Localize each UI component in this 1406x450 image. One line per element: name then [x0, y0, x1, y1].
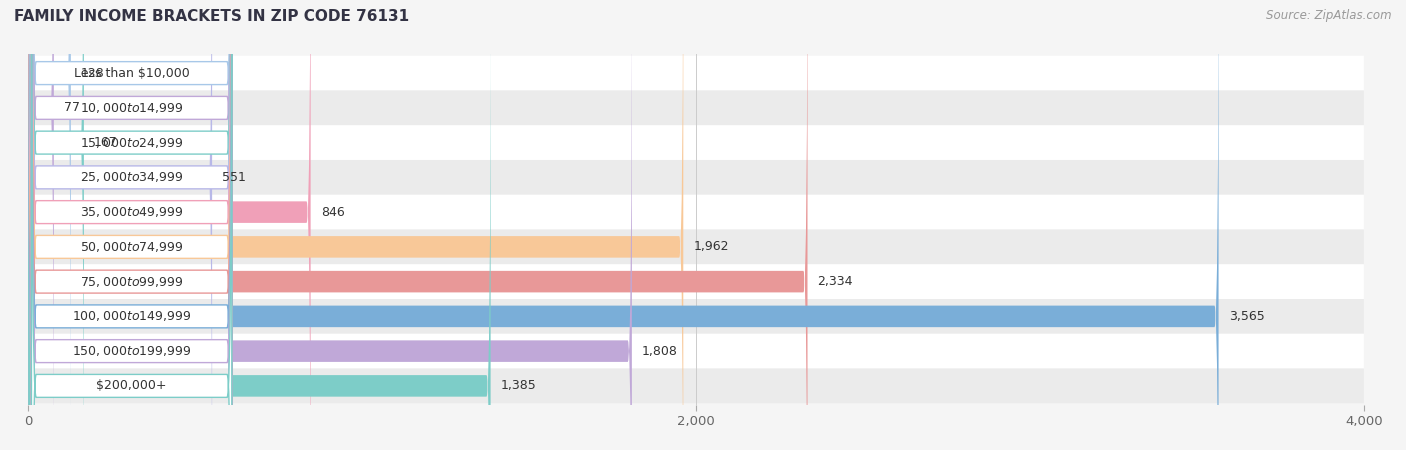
Text: 1,808: 1,808 [643, 345, 678, 358]
FancyBboxPatch shape [28, 0, 631, 450]
FancyBboxPatch shape [31, 0, 232, 450]
FancyBboxPatch shape [31, 0, 232, 450]
Text: 3,565: 3,565 [1229, 310, 1264, 323]
FancyBboxPatch shape [28, 0, 491, 450]
Text: FAMILY INCOME BRACKETS IN ZIP CODE 76131: FAMILY INCOME BRACKETS IN ZIP CODE 76131 [14, 9, 409, 24]
Text: Source: ZipAtlas.com: Source: ZipAtlas.com [1267, 9, 1392, 22]
Text: 167: 167 [94, 136, 118, 149]
FancyBboxPatch shape [28, 160, 1364, 195]
Text: Less than $10,000: Less than $10,000 [73, 67, 190, 80]
Text: 128: 128 [82, 67, 104, 80]
FancyBboxPatch shape [31, 0, 232, 450]
FancyBboxPatch shape [28, 0, 212, 450]
Text: 1,385: 1,385 [501, 379, 536, 392]
FancyBboxPatch shape [28, 0, 1219, 450]
Text: $50,000 to $74,999: $50,000 to $74,999 [80, 240, 183, 254]
FancyBboxPatch shape [28, 56, 1364, 90]
FancyBboxPatch shape [28, 369, 1364, 403]
FancyBboxPatch shape [28, 90, 1364, 125]
FancyBboxPatch shape [31, 0, 232, 450]
Text: 1,962: 1,962 [693, 240, 728, 253]
FancyBboxPatch shape [31, 0, 232, 450]
Text: $15,000 to $24,999: $15,000 to $24,999 [80, 135, 183, 149]
FancyBboxPatch shape [31, 0, 232, 450]
FancyBboxPatch shape [31, 0, 232, 450]
Text: $100,000 to $149,999: $100,000 to $149,999 [72, 310, 191, 324]
FancyBboxPatch shape [31, 0, 232, 450]
Text: $75,000 to $99,999: $75,000 to $99,999 [80, 274, 183, 288]
FancyBboxPatch shape [28, 195, 1364, 230]
Text: 77: 77 [63, 101, 80, 114]
FancyBboxPatch shape [28, 0, 70, 450]
FancyBboxPatch shape [28, 334, 1364, 369]
FancyBboxPatch shape [28, 0, 807, 450]
FancyBboxPatch shape [28, 230, 1364, 264]
FancyBboxPatch shape [28, 0, 683, 450]
FancyBboxPatch shape [28, 0, 311, 450]
FancyBboxPatch shape [28, 299, 1364, 334]
Text: $25,000 to $34,999: $25,000 to $34,999 [80, 171, 183, 184]
Text: 2,334: 2,334 [817, 275, 853, 288]
FancyBboxPatch shape [31, 0, 232, 450]
Text: $10,000 to $14,999: $10,000 to $14,999 [80, 101, 183, 115]
Text: 551: 551 [222, 171, 246, 184]
Text: $35,000 to $49,999: $35,000 to $49,999 [80, 205, 183, 219]
FancyBboxPatch shape [31, 0, 232, 450]
Text: $200,000+: $200,000+ [97, 379, 167, 392]
FancyBboxPatch shape [28, 264, 1364, 299]
FancyBboxPatch shape [28, 125, 1364, 160]
Text: 846: 846 [321, 206, 344, 219]
FancyBboxPatch shape [28, 0, 84, 450]
FancyBboxPatch shape [28, 0, 53, 450]
Text: $150,000 to $199,999: $150,000 to $199,999 [72, 344, 191, 358]
